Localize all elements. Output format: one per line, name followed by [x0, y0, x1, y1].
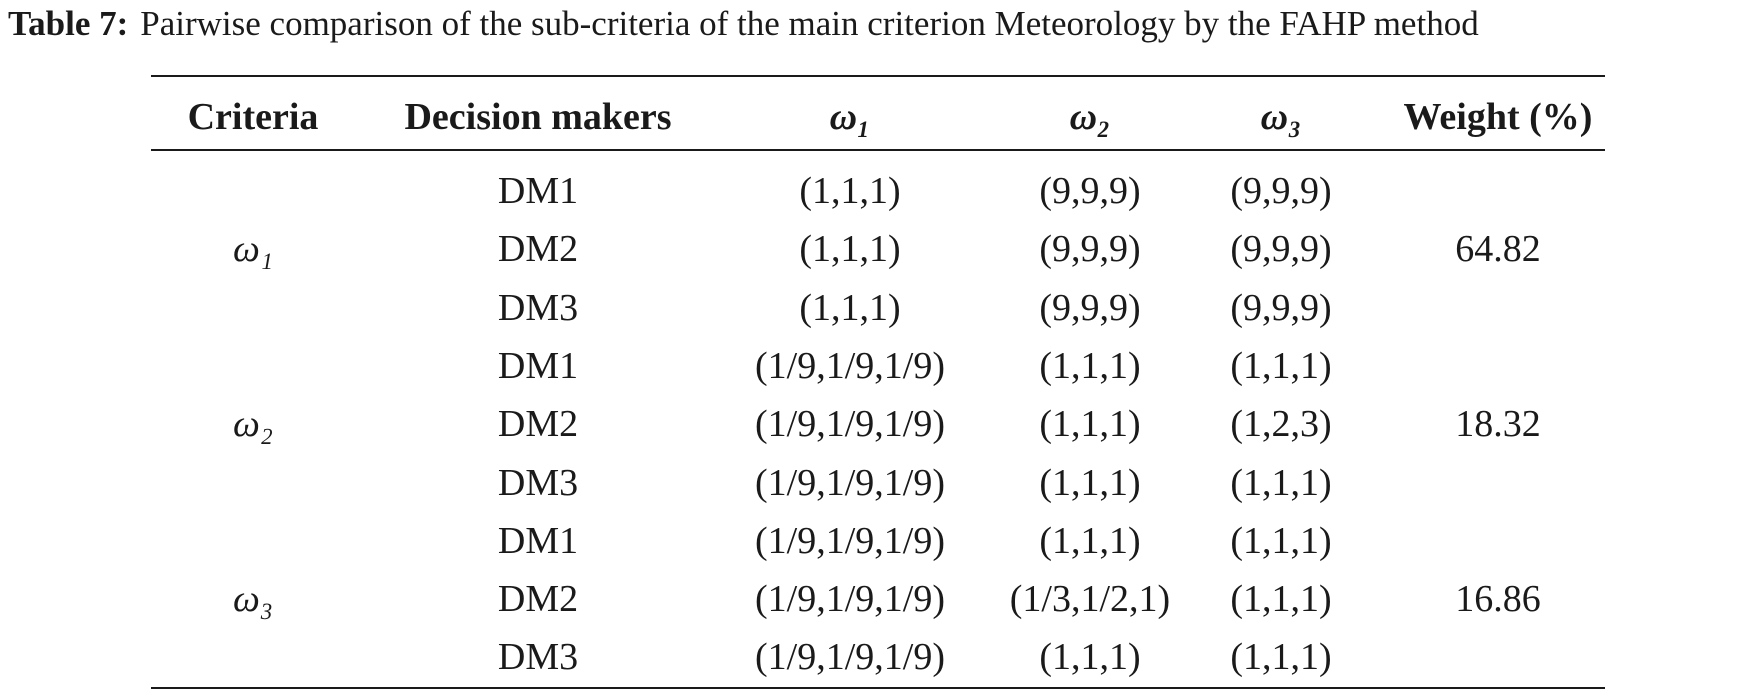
- comparison-cell: (1,1,1): [1039, 461, 1141, 504]
- comparison-cell: (1/9,1/9,1/9): [755, 461, 945, 504]
- comparison-cell: (1/9,1/9,1/9): [755, 578, 945, 621]
- comparison-cell: (1,1,1): [1230, 461, 1332, 504]
- comparison-cell: (1,1,1): [799, 170, 901, 212]
- weight-cell: 16.86: [1455, 578, 1541, 621]
- comparison-cell: (1/9,1/9,1/9): [755, 403, 945, 446]
- header-cell: ω₃: [1260, 96, 1302, 138]
- decision-maker-cell: DM2: [497, 228, 579, 271]
- comparison-cell: (1/9,1/9,1/9): [755, 519, 945, 562]
- decision-maker-cell: DM1: [497, 170, 579, 212]
- comparison-cell: (9,9,9): [1039, 286, 1141, 329]
- comparison-cell: (1,2,3): [1230, 403, 1332, 446]
- header-cell: Criteria: [187, 96, 319, 138]
- comparison-cell: (1,1,1): [1039, 636, 1141, 679]
- decision-maker-cell: DM1: [497, 519, 579, 562]
- comparison-cell: (1,1,1): [799, 286, 901, 329]
- weight-cell: 64.82: [1455, 228, 1541, 271]
- comparison-cell: (9,9,9): [1230, 286, 1332, 329]
- criterion-cell: ω₂: [232, 403, 274, 446]
- header-cell: ω₁: [829, 96, 871, 138]
- decision-maker-cell: DM3: [497, 461, 579, 504]
- weight-cell: 18.32: [1455, 403, 1541, 446]
- decision-maker-cell: DM3: [497, 286, 579, 329]
- decision-maker-cell: DM2: [497, 578, 579, 621]
- criterion-cell: ω₁: [232, 228, 274, 271]
- caption-text: Pairwise comparison of the sub-criteria …: [140, 4, 1479, 43]
- caption-label: Table 7:: [8, 4, 129, 43]
- header-cell: ω₂: [1069, 96, 1111, 138]
- comparison-cell: (1/9,1/9,1/9): [755, 636, 945, 679]
- decision-maker-cell: DM3: [497, 636, 579, 679]
- comparison-cell: (1,1,1): [1039, 344, 1141, 387]
- header-rule: [151, 149, 1605, 151]
- top-rule: [151, 75, 1605, 77]
- caption: Table 7: Pairwise comparison of the sub-c…: [8, 4, 1479, 44]
- bottom-rule: [151, 687, 1605, 689]
- comparison-cell: (1,1,1): [1230, 636, 1332, 679]
- comparison-cell: (9,9,9): [1230, 228, 1332, 271]
- comparison-cell: (1,1,1): [799, 228, 901, 271]
- comparison-cell: (9,9,9): [1230, 170, 1332, 212]
- criterion-cell: ω₃: [232, 578, 274, 621]
- comparison-cell: (1,1,1): [1230, 519, 1332, 562]
- decision-maker-cell: DM2: [497, 403, 579, 446]
- comparison-cell: (1,1,1): [1039, 403, 1141, 446]
- comparison-cell: (1,1,1): [1230, 578, 1332, 621]
- decision-maker-cell: DM1: [497, 344, 579, 387]
- comparison-cell: (1,1,1): [1230, 344, 1332, 387]
- header-cell: Weight (%): [1403, 96, 1593, 138]
- header-cell: Decision makers: [404, 96, 672, 138]
- comparison-cell: (1/3,1/2,1): [1009, 578, 1171, 621]
- comparison-cell: (9,9,9): [1039, 170, 1141, 212]
- comparison-cell: (1,1,1): [1039, 519, 1141, 562]
- comparison-cell: (1/9,1/9,1/9): [755, 344, 945, 387]
- comparison-cell: (9,9,9): [1039, 228, 1141, 271]
